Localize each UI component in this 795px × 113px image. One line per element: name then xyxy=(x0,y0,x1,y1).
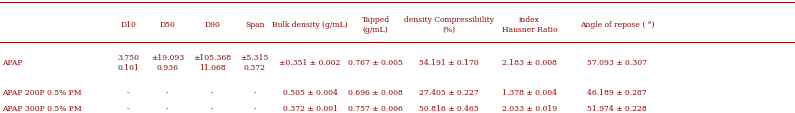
Text: 0.696 ± 0.008: 0.696 ± 0.008 xyxy=(348,89,403,97)
Text: -: - xyxy=(127,105,130,112)
Text: 0.505 ± 0.004: 0.505 ± 0.004 xyxy=(282,89,338,97)
Text: 0.372 ± 0.001: 0.372 ± 0.001 xyxy=(282,105,338,112)
Text: -: - xyxy=(127,89,130,97)
Text: 2.033 ± 0.019: 2.033 ± 0.019 xyxy=(502,105,557,112)
Text: 27.405 ± 0.227: 27.405 ± 0.227 xyxy=(419,89,479,97)
Text: index
Hausner Ratio: index Hausner Ratio xyxy=(502,16,557,34)
Text: APAP: APAP xyxy=(2,58,22,66)
Text: APAP 200P 0.5% PM: APAP 200P 0.5% PM xyxy=(2,89,81,97)
Text: -: - xyxy=(166,89,169,97)
Text: D50: D50 xyxy=(160,21,175,29)
Text: APAP 300P 0.5% PM: APAP 300P 0.5% PM xyxy=(2,105,81,112)
Text: -: - xyxy=(254,89,256,97)
Text: 54.191 ± 0.170: 54.191 ± 0.170 xyxy=(419,58,479,66)
Text: -: - xyxy=(166,105,169,112)
Text: ±19.093
0.936: ±19.093 0.936 xyxy=(151,53,184,71)
Text: Angle of repose ( °): Angle of repose ( °) xyxy=(580,21,654,29)
Text: 57.093 ± 0.307: 57.093 ± 0.307 xyxy=(587,58,647,66)
Text: 0.757 ± 0.006: 0.757 ± 0.006 xyxy=(348,105,403,112)
Text: 50.816 ± 0.465: 50.816 ± 0.465 xyxy=(419,105,479,112)
Text: D90: D90 xyxy=(204,21,220,29)
Text: ±5.315
0.372: ±5.315 0.372 xyxy=(241,53,269,71)
Text: 46.189 ± 0.287: 46.189 ± 0.287 xyxy=(587,89,647,97)
Text: Tapped
(g/mL): Tapped (g/mL) xyxy=(362,16,390,34)
Text: 51.974 ± 0.228: 51.974 ± 0.228 xyxy=(587,105,647,112)
Text: Span: Span xyxy=(245,21,265,29)
Text: 1.378 ± 0.004: 1.378 ± 0.004 xyxy=(502,89,557,97)
Text: ±105.368
11.068: ±105.368 11.068 xyxy=(193,53,231,71)
Text: D10: D10 xyxy=(121,21,136,29)
Text: -: - xyxy=(211,89,214,97)
Text: -: - xyxy=(254,105,256,112)
Text: ±0.351 ± 0.002: ±0.351 ± 0.002 xyxy=(279,58,341,66)
Text: density Compressibility
(%): density Compressibility (%) xyxy=(404,16,494,34)
Text: 3.750
0.101: 3.750 0.101 xyxy=(118,53,139,71)
Text: 0.767 ± 0.005: 0.767 ± 0.005 xyxy=(348,58,403,66)
Text: Bulk density (g/mL): Bulk density (g/mL) xyxy=(272,21,348,29)
Text: 2.183 ± 0.008: 2.183 ± 0.008 xyxy=(502,58,557,66)
Text: -: - xyxy=(211,105,214,112)
